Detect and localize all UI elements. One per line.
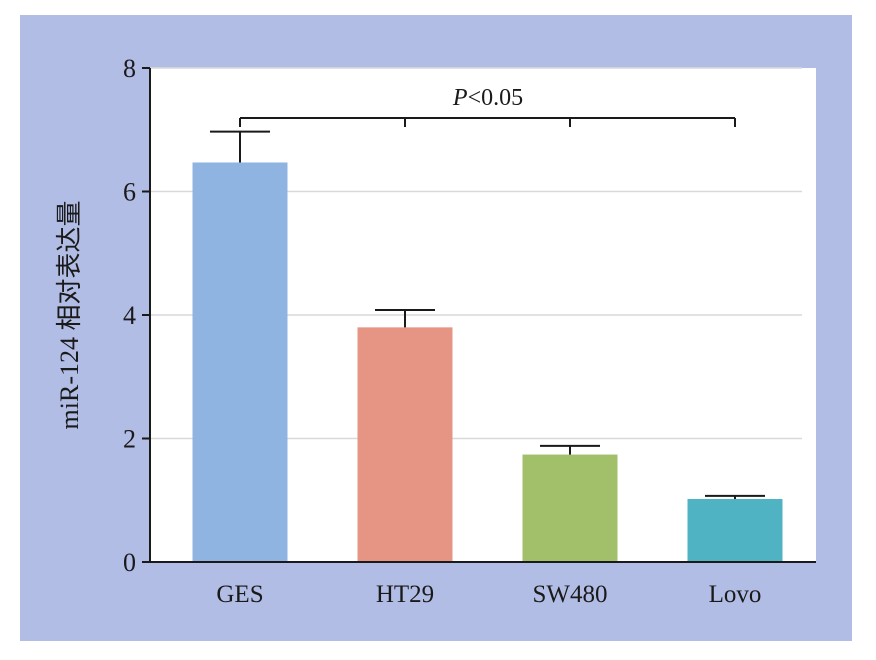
y-tick-label: 6 <box>123 178 136 207</box>
bar-ht29 <box>357 327 453 562</box>
bar-ges <box>192 162 288 563</box>
y-ticks: 0 2 4 6 8 <box>123 54 150 577</box>
error-bars <box>210 130 765 500</box>
bars <box>192 162 783 563</box>
y-tick-label: 2 <box>123 425 136 454</box>
y-tick-label: 4 <box>123 301 136 330</box>
y-tick-label: 0 <box>123 548 136 577</box>
y-axis-label: miR-124 相对表达量 <box>55 201 84 430</box>
bar-lovo <box>687 499 783 562</box>
x-tick-label: Lovo <box>709 581 762 608</box>
y-tick-label: 8 <box>123 54 136 83</box>
x-tick-labels: GES HT29 SW480 Lovo <box>216 581 761 608</box>
bar-chart: 0 2 4 6 8 GES HT29 SW480 Lovo P<0.05 miR-124 相对… <box>55 54 816 608</box>
x-tick-label: GES <box>216 581 263 608</box>
significance-label: P<0.05 <box>452 85 523 111</box>
bar-sw480 <box>522 454 618 562</box>
figure-panel: 0 2 4 6 8 GES HT29 SW480 Lovo P<0.05 miR-124 相对… <box>20 15 852 641</box>
x-tick-label: HT29 <box>376 581 434 608</box>
significance-bracket <box>239 117 736 127</box>
x-tick-label: SW480 <box>533 581 608 608</box>
